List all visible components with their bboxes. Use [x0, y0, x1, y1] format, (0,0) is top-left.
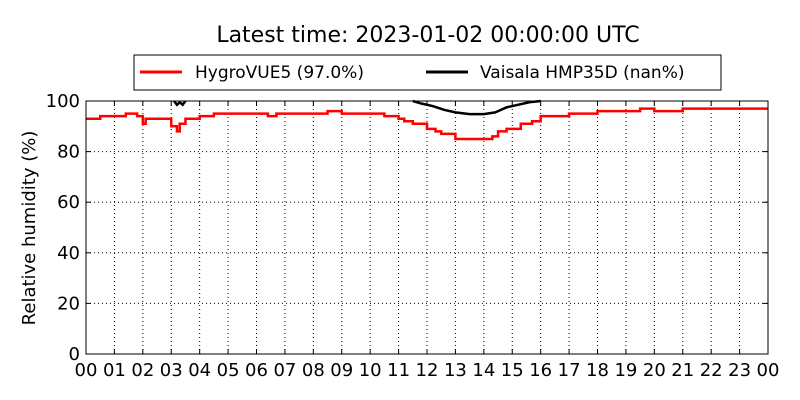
legend-label-hygrovue5: HygroVUE5 (97.0%) [195, 63, 364, 83]
x-tick-label: 05 [217, 360, 240, 381]
legend-label-vaisala: Vaisala HMP35D (nan%) [480, 63, 684, 83]
x-tick-label: 18 [586, 360, 609, 381]
x-tick-label: 20 [643, 360, 666, 381]
x-tick-label: 11 [387, 360, 410, 381]
y-tick-label: 80 [57, 142, 80, 163]
series-line-vaisala [173, 100, 187, 107]
x-tick-label: 03 [160, 360, 183, 381]
x-tick-label: 21 [671, 360, 694, 381]
x-tick-label: 00 [75, 360, 98, 381]
ticks: 00 01 02 03 04 05 06 07 08 09 10 11 12 13 14 15 16 17 18 19… [46, 91, 780, 381]
x-tick-label: 08 [302, 360, 325, 381]
series-layer [86, 99, 768, 141]
x-tick-label: 07 [273, 360, 296, 381]
x-tick-label: 23 [728, 360, 751, 381]
x-tick-label: 22 [700, 360, 723, 381]
y-tick-label: 100 [46, 91, 80, 112]
plot-frame [85, 100, 769, 355]
grid [86, 101, 768, 354]
x-tick-label: 15 [501, 360, 524, 381]
x-tick-label: 10 [359, 360, 382, 381]
x-tick-label: 13 [444, 360, 467, 381]
series-line-hygrovue5 [86, 107, 768, 141]
y-axis-label: Relative humidity (%) [19, 131, 40, 326]
y-tick-label: 0 [69, 344, 80, 365]
x-tick-label: 19 [614, 360, 637, 381]
x-tick-label: 17 [558, 360, 581, 381]
legend: HygroVUE5 (97.0%) Vaisala HMP35D (nan%) [133, 54, 722, 91]
x-tick-label: 01 [103, 360, 126, 381]
x-tick-label: 02 [131, 360, 154, 381]
x-tick-label: 04 [188, 360, 211, 381]
x-tick-label: 09 [330, 360, 353, 381]
series-line-vaisala [412, 99, 541, 116]
y-tick-label: 60 [57, 192, 80, 213]
chart-title: Latest time: 2023-01-02 00:00:00 UTC [216, 23, 639, 48]
y-tick-label: 40 [57, 243, 80, 264]
y-tick-label: 20 [57, 293, 80, 314]
x-tick-label: 14 [472, 360, 495, 381]
x-tick-label: 00 [757, 360, 780, 381]
x-tick-label: 06 [245, 360, 268, 381]
x-tick-label: 16 [529, 360, 552, 381]
x-tick-label: 12 [416, 360, 439, 381]
